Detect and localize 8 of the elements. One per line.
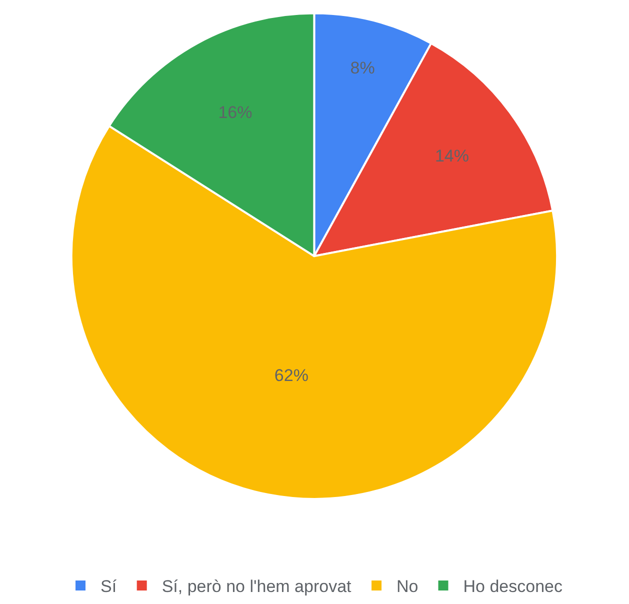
legend-label: Ho desconec [463, 577, 563, 596]
data-label: 16% [218, 103, 252, 122]
legend-label: No [396, 577, 418, 596]
data-label: 14% [434, 146, 469, 166]
legend-label: Sí, però no l'hem aprovat [162, 577, 352, 596]
legend-label: Sí [100, 577, 117, 596]
data-label: 62% [274, 366, 308, 385]
data-label: 8% [350, 58, 375, 78]
